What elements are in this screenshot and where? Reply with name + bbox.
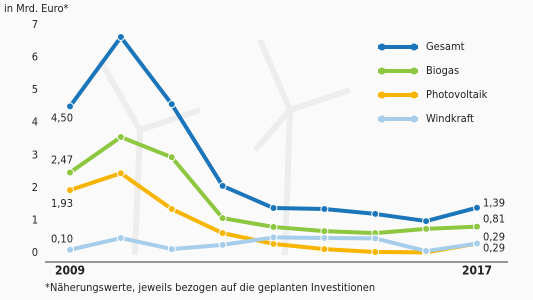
legend-marker bbox=[378, 67, 386, 75]
point-marker bbox=[422, 217, 431, 226]
point-marker bbox=[116, 234, 125, 243]
point-marker bbox=[167, 205, 176, 214]
point-marker bbox=[167, 245, 176, 254]
value-label: 2,47 bbox=[51, 154, 73, 167]
legend-marker bbox=[378, 43, 386, 51]
legend-label: Biogas bbox=[426, 64, 459, 77]
point-marker bbox=[320, 245, 329, 254]
y-tick-label: 2 bbox=[32, 181, 38, 194]
point-marker bbox=[218, 214, 227, 223]
y-tick-label: 6 bbox=[32, 51, 38, 64]
point-marker bbox=[371, 248, 380, 257]
y-tick-label: 0 bbox=[32, 246, 38, 259]
point-marker bbox=[422, 247, 431, 256]
point-marker bbox=[116, 33, 125, 42]
legend-marker bbox=[410, 115, 418, 123]
point-marker bbox=[473, 222, 481, 231]
legend-label: Photovoltaik bbox=[426, 88, 488, 101]
point-marker bbox=[371, 209, 380, 218]
point-marker bbox=[320, 234, 329, 243]
point-marker bbox=[269, 222, 278, 231]
point-marker bbox=[320, 227, 329, 236]
point-marker bbox=[218, 181, 227, 190]
value-label: 1,93 bbox=[51, 197, 73, 210]
point-marker bbox=[473, 239, 481, 248]
point-marker bbox=[218, 229, 227, 238]
point-marker bbox=[66, 168, 74, 177]
point-marker bbox=[167, 153, 176, 162]
legend-marker bbox=[410, 91, 418, 99]
point-marker bbox=[473, 203, 481, 212]
value-label: 0,29 bbox=[483, 231, 505, 244]
footnote: *Näherungswerte, jeweils bezogen auf die… bbox=[45, 281, 375, 294]
turbine-decoration bbox=[97, 38, 351, 256]
value-label: 0,10 bbox=[51, 233, 73, 246]
point-marker bbox=[66, 186, 74, 195]
legend-label: Gesamt bbox=[426, 40, 465, 53]
legend-marker bbox=[410, 67, 418, 75]
y-tick-label: 1 bbox=[32, 213, 38, 226]
point-marker bbox=[269, 204, 278, 213]
point-marker bbox=[218, 240, 227, 249]
x-tick-label: 2009 bbox=[55, 264, 85, 278]
legend-marker bbox=[378, 91, 386, 99]
point-marker bbox=[167, 100, 176, 109]
legend-marker bbox=[378, 115, 386, 123]
y-tick-label: 7 bbox=[32, 18, 38, 31]
point-marker bbox=[320, 205, 329, 214]
y-axis-label: in Mrd. Euro* bbox=[4, 2, 69, 15]
value-label: 0,29 bbox=[483, 242, 505, 255]
y-tick-label: 5 bbox=[32, 83, 38, 96]
point-marker bbox=[371, 234, 380, 243]
point-marker bbox=[66, 245, 74, 254]
point-marker bbox=[66, 102, 74, 111]
point-marker bbox=[269, 239, 278, 248]
point-marker bbox=[116, 169, 125, 178]
y-tick-label: 3 bbox=[32, 148, 38, 161]
legend-marker bbox=[410, 43, 418, 51]
value-label: 0,81 bbox=[483, 213, 505, 226]
point-marker bbox=[269, 233, 278, 242]
y-tick-label: 4 bbox=[32, 116, 38, 129]
point-marker bbox=[116, 133, 125, 142]
legend-label: Windkraft bbox=[426, 112, 474, 125]
value-label: 4,50 bbox=[51, 111, 73, 124]
value-label: 1,39 bbox=[483, 197, 505, 210]
x-tick-label: 2017 bbox=[462, 264, 492, 278]
point-marker bbox=[422, 224, 431, 233]
